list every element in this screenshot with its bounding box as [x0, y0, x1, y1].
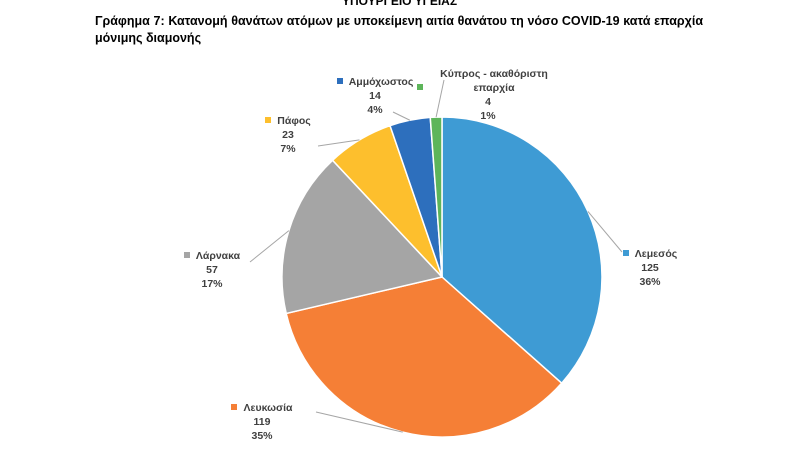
leader-line — [587, 211, 623, 253]
label-line: 14 — [300, 89, 450, 103]
pie-slice — [429, 116, 443, 278]
chart-title: Γράφημα 7: Κατανομή θανάτων ατόμων με υπ… — [95, 14, 703, 45]
leader-line — [249, 230, 290, 263]
legend-key — [622, 250, 629, 256]
category-label: Αμμόχωστος — [348, 76, 414, 88]
value-label: 14 — [369, 90, 381, 102]
percent-label: 1% — [480, 110, 496, 122]
label-line: Λεμεσός — [575, 247, 725, 261]
data-label: Πάφος 23 7% — [213, 114, 363, 156]
legend-key — [183, 252, 190, 258]
label-line: 4% — [300, 103, 450, 117]
category-label: Πάφος — [277, 115, 311, 127]
category-label: Κύπρος - ακαθόριστη επαρχία — [440, 68, 548, 94]
legend-key — [336, 78, 343, 84]
pie-slice — [441, 116, 603, 385]
label-line: 7% — [213, 142, 363, 156]
data-label: Κύπρος - ακαθόριστη επαρχία 4 1% — [413, 67, 563, 123]
category-label: Λευκωσία — [243, 402, 293, 414]
pie-slice — [285, 276, 563, 438]
data-label: Αμμόχωστος 14 4% — [300, 75, 450, 117]
leader-line — [315, 411, 403, 433]
value-label: 119 — [253, 416, 271, 428]
legend-key — [417, 84, 423, 90]
percent-label: 4% — [367, 104, 383, 116]
header: ΥΠΟΥΡΓΕΙΟ ΥΓΕΙΑΣ — [341, 0, 458, 8]
value-label: 23 — [282, 129, 294, 141]
leader-line — [317, 139, 360, 147]
leader-line — [392, 111, 411, 121]
label-line: 119 — [187, 415, 337, 429]
data-label: Λευκωσία 119 35% — [187, 401, 337, 443]
legend-key — [231, 404, 238, 410]
label-line: 35% — [187, 429, 337, 443]
percent-label: 36% — [639, 276, 661, 288]
label-line: Λευκωσία — [187, 401, 337, 415]
label-line: 36% — [575, 275, 725, 289]
label-line: Πάφος — [213, 114, 363, 128]
label-line: 17% — [137, 277, 287, 291]
label-line: Κύπρος - ακαθόριστη επαρχία — [413, 67, 563, 95]
percent-label: 7% — [280, 143, 296, 155]
category-label: Λάρνακα — [195, 250, 241, 262]
label-line: Αμμόχωστος — [300, 75, 450, 89]
legend-key — [265, 117, 272, 123]
label-line: 125 — [575, 261, 725, 275]
value-label: 125 — [641, 262, 659, 274]
data-label: Λεμεσός 125 36% — [575, 247, 725, 289]
percent-label: 17% — [201, 278, 223, 290]
label-line: 1% — [413, 109, 563, 123]
label-line: 23 — [213, 128, 363, 142]
label-line: Λάρνακα — [137, 249, 287, 263]
value-label: 4 — [485, 96, 491, 108]
value-label: 57 — [206, 264, 218, 276]
data-label: Λάρνακα 57 17% — [137, 249, 287, 291]
percent-label: 35% — [251, 430, 273, 442]
label-line: 57 — [137, 263, 287, 277]
category-label: Λεμεσός — [634, 248, 678, 260]
leader-line — [435, 79, 445, 118]
label-line: 4 — [413, 95, 563, 109]
